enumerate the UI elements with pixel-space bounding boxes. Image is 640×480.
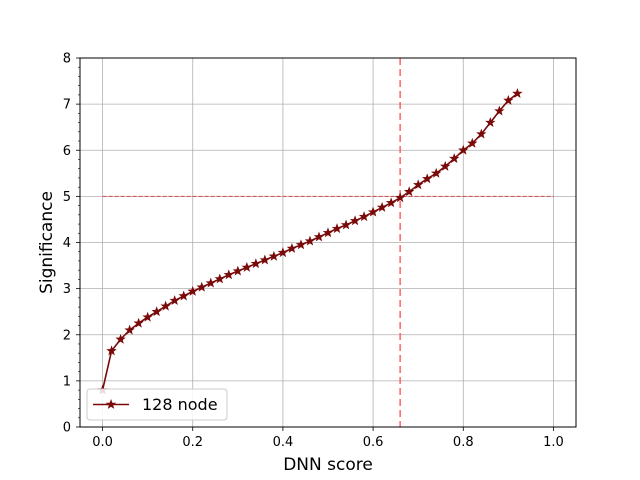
data-point-star: [458, 144, 469, 155]
data-point-star: [151, 306, 162, 317]
data-point-star: [331, 223, 343, 234]
data-point-star: [394, 192, 406, 203]
y-tick-label: 3: [63, 282, 71, 297]
data-point-star: [412, 179, 424, 190]
reference-lines: [102, 58, 554, 427]
data-point-star: [214, 273, 225, 284]
data-point-star: [367, 206, 379, 217]
data-point-star: [467, 137, 478, 148]
data-point-star: [223, 269, 235, 280]
data-point-star: [115, 333, 126, 344]
data-point-star: [106, 345, 117, 356]
y-axis-label: Significance: [37, 191, 57, 294]
data-point-star: [503, 94, 514, 105]
data-point-star: [133, 317, 144, 328]
data-point-star: [349, 215, 361, 226]
y-tick-label: 1: [63, 374, 71, 389]
data-point-star: [494, 105, 505, 116]
y-tick-label: 2: [63, 328, 71, 343]
x-tick-label: 0.8: [453, 435, 474, 450]
data-point-star: [196, 281, 207, 292]
data-point-star: [160, 300, 171, 311]
data-point-star: [142, 311, 153, 322]
data-point-star: [277, 247, 289, 258]
data-point-star: [358, 211, 370, 222]
x-tick-label: 0.6: [363, 435, 384, 450]
data-point-star: [322, 227, 334, 238]
legend-box: [86, 388, 228, 421]
legend: 128 node: [86, 388, 228, 421]
x-tick-label: 0.4: [273, 435, 294, 450]
data-point-star: [431, 167, 442, 178]
x-tick-label: 0.0: [92, 435, 113, 450]
x-tick-label: 0.2: [182, 435, 203, 450]
legend-label: 128 node: [142, 395, 218, 414]
x-axis-label: DNN score: [283, 455, 373, 475]
legend-star-marker: [105, 399, 117, 409]
y-tick-label: 6: [63, 144, 71, 159]
data-point-star: [241, 261, 253, 272]
y-tick-label: 8: [63, 52, 71, 67]
data-point-star: [476, 128, 487, 139]
data-point-star: [449, 153, 460, 163]
data-point-star: [232, 265, 244, 276]
data-point-star: [376, 201, 388, 212]
data-point-star: [403, 186, 415, 197]
x-tick-label: 1.0: [543, 435, 564, 450]
data-point-star: [286, 243, 298, 253]
data-point-star: [512, 88, 523, 98]
series-layer: [97, 88, 523, 395]
x-ticks: 0.0 0.2 0.4 0.6 0.8 1.0: [92, 427, 564, 450]
y-tick-label: 4: [63, 236, 71, 251]
data-point-star: [259, 254, 271, 265]
data-point-star: [340, 219, 352, 230]
y-tick-label: 5: [63, 190, 71, 205]
data-point-star: [304, 235, 316, 246]
data-point-star: [268, 250, 280, 261]
y-ticks: 0 1 2 3 4 5 6 7 8: [63, 52, 80, 436]
data-point-star: [187, 285, 198, 296]
data-point-star: [313, 231, 325, 242]
data-point-star: [295, 239, 307, 250]
data-point-star: [178, 290, 189, 301]
y-tick-label: 0: [63, 421, 71, 436]
data-point-star: [169, 295, 180, 306]
data-point-star: [250, 258, 262, 269]
data-point-star: [485, 117, 496, 128]
data-point-star: [421, 173, 433, 184]
data-point-star: [205, 277, 216, 288]
data-point-star: [385, 197, 397, 208]
data-point-star: [440, 160, 451, 171]
data-point-star: [124, 324, 135, 335]
y-tick-label: 7: [63, 98, 71, 113]
